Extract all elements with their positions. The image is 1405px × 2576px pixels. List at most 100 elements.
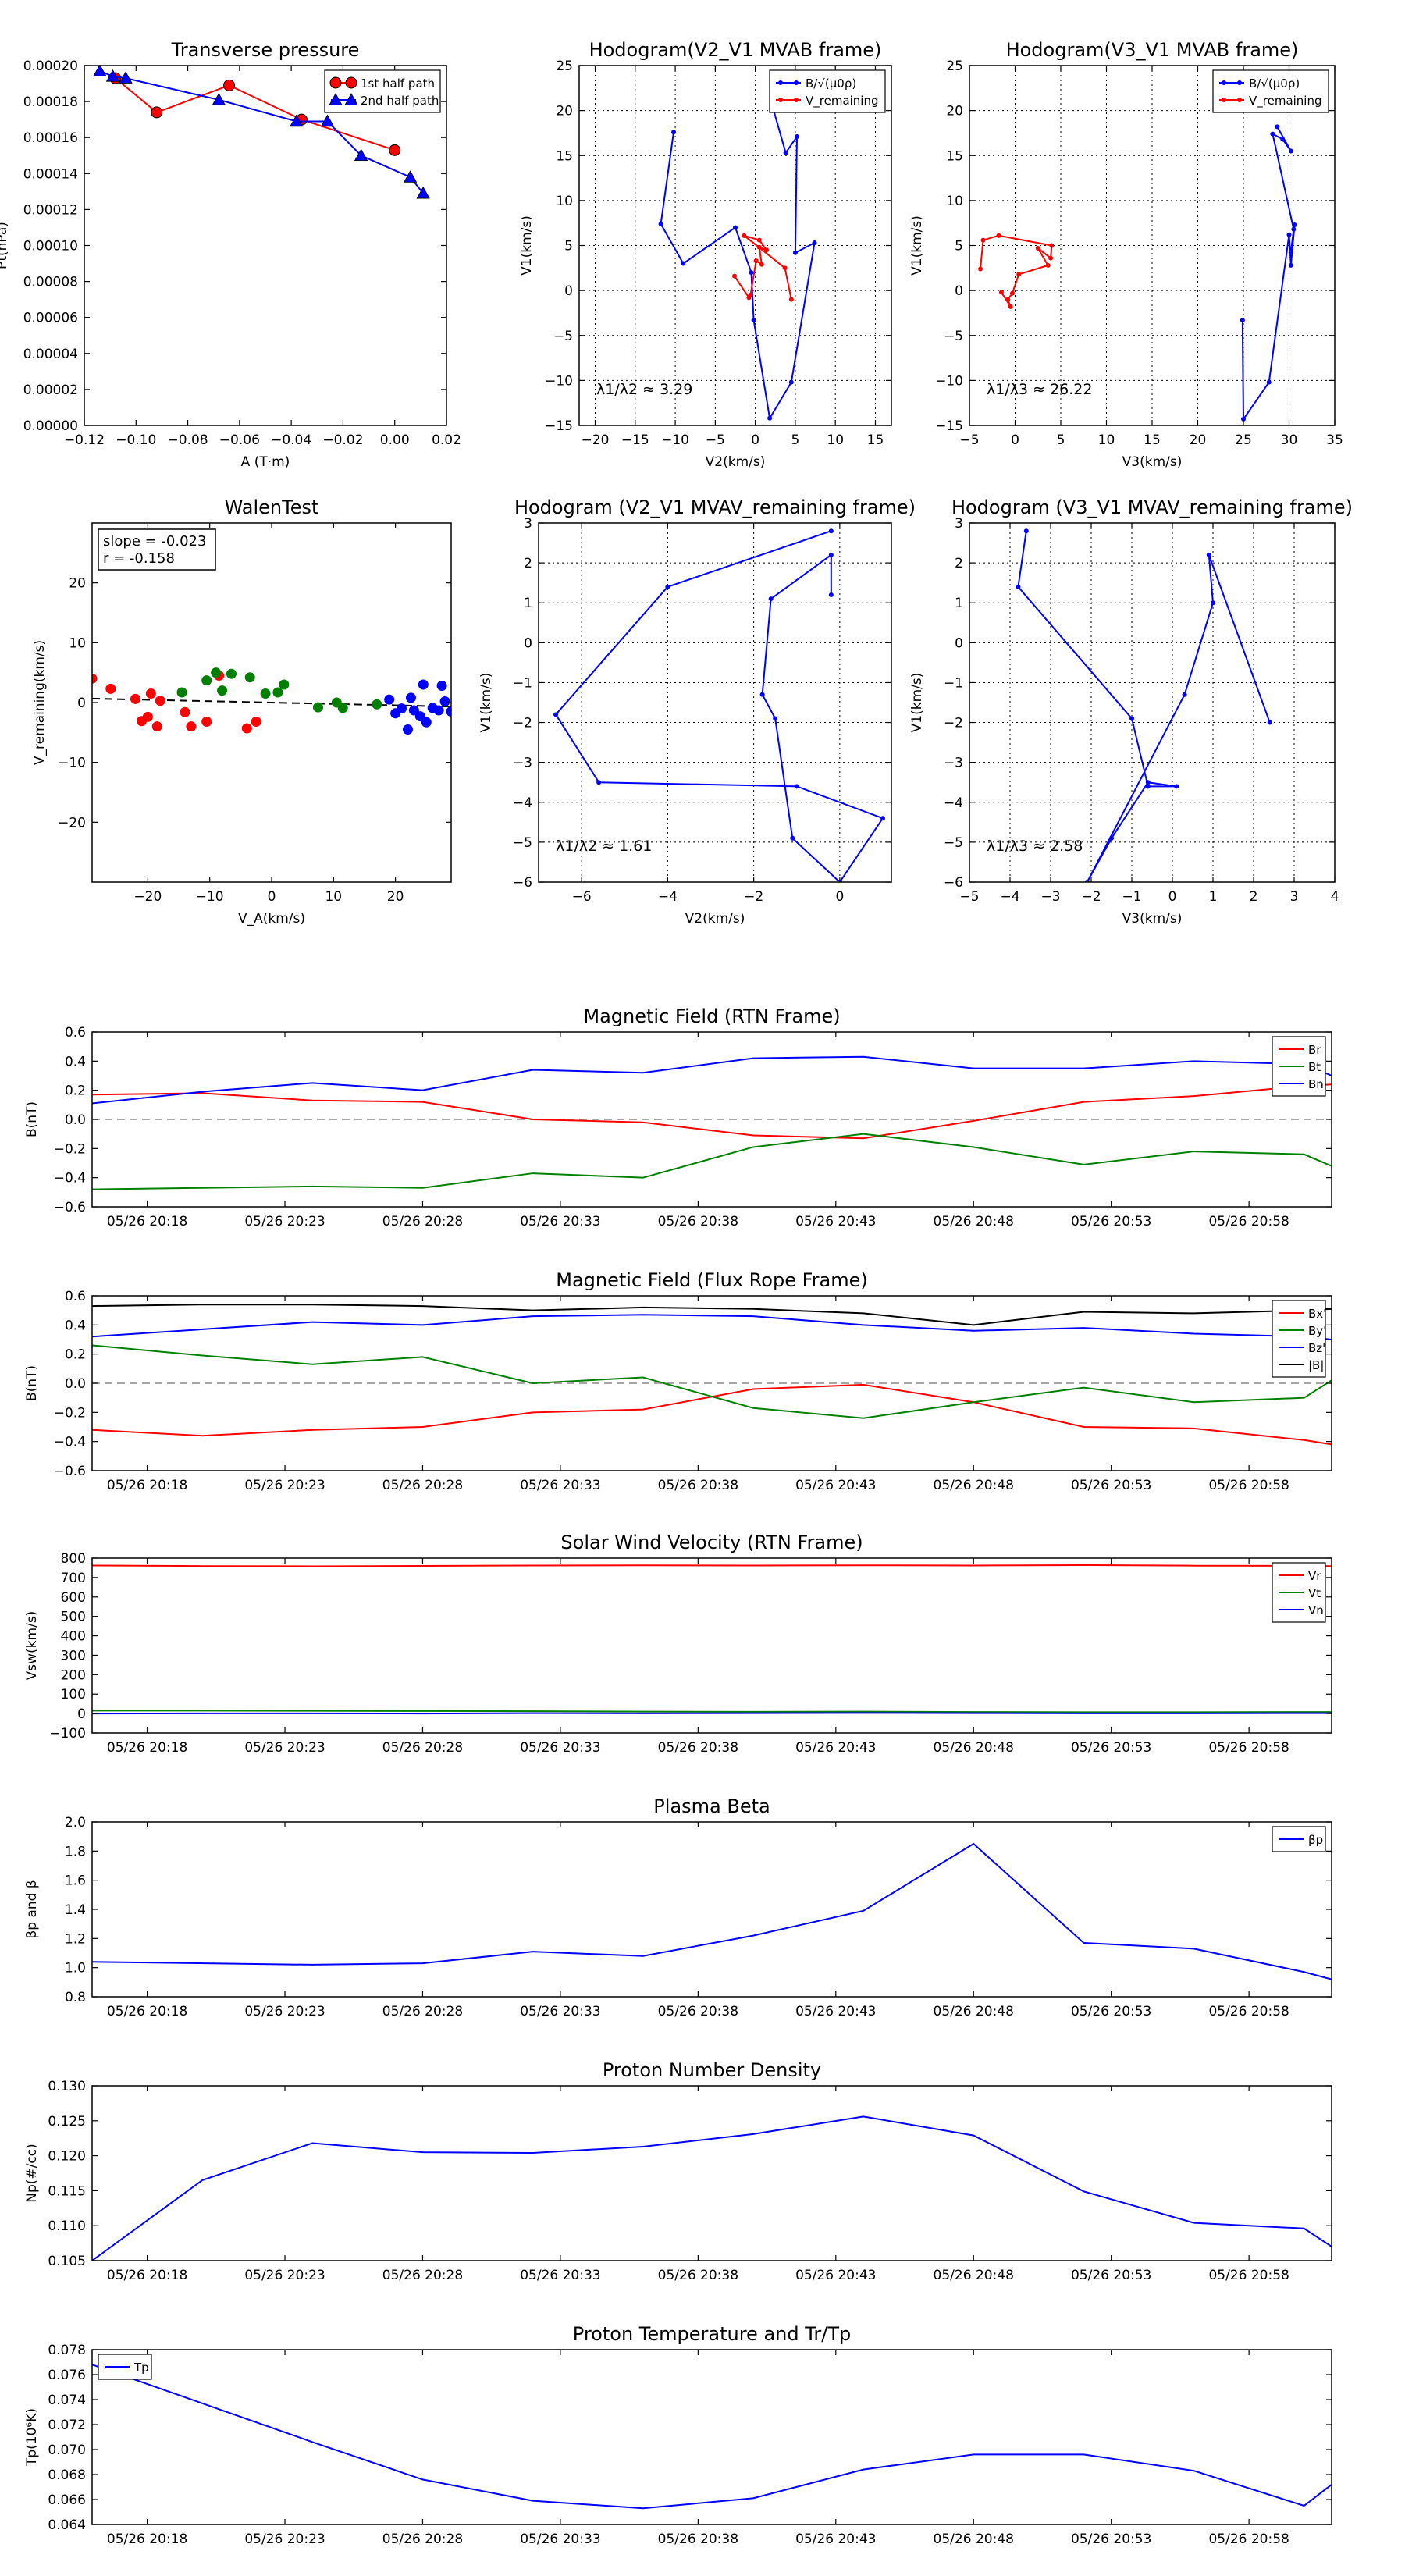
y-tick-label: 500 bbox=[61, 1610, 86, 1625]
y-tick-label: 0.8 bbox=[65, 1990, 86, 2005]
legend-marker bbox=[329, 76, 342, 89]
plot-area bbox=[92, 2364, 1332, 2510]
data-point bbox=[978, 266, 984, 272]
data-point bbox=[880, 816, 885, 821]
x-axis-label: V2(km/s) bbox=[685, 911, 745, 927]
scatter-point bbox=[155, 696, 165, 706]
data-point bbox=[290, 114, 304, 127]
data-point bbox=[828, 592, 834, 597]
x-tick-label: 05/26 20:53 bbox=[1071, 2004, 1151, 2019]
y-axis-label: Tp(10⁶K) bbox=[24, 2408, 40, 2467]
y-tick-label: 0.00006 bbox=[23, 311, 78, 326]
x-tick-label: −2 bbox=[744, 889, 763, 905]
scatter-point bbox=[180, 706, 190, 717]
x-tick-label: 3 bbox=[1290, 889, 1299, 905]
y-tick-label: 0.00020 bbox=[23, 59, 78, 74]
x-tick-label: 1 bbox=[1209, 889, 1218, 905]
chart-hodogram_v3v1_mvav: −5 −4 −3 −2 −1 0 1 2 3 4−6−5−4−3−2−10123Hodogram … bbox=[909, 496, 1353, 927]
chart-title: Magnetic Field (RTN Frame) bbox=[583, 1005, 840, 1027]
series-line bbox=[92, 1055, 1332, 1105]
chart-hodogram_v2v1_mvab: −20 −15 −10 −5 0 5 10 15 −15 −10 −5 0 5 10 15 20 25 Hodog… bbox=[519, 39, 892, 470]
scatter-point bbox=[176, 687, 187, 698]
x-tick-label: 20 bbox=[387, 889, 404, 905]
legend-label: Bx' bbox=[1308, 1307, 1326, 1321]
y-tick-label: 15 bbox=[946, 148, 963, 164]
x-tick-label: 05/26 20:33 bbox=[520, 2532, 600, 2547]
plot-area bbox=[978, 124, 1297, 422]
x-tick-label: 05/26 20:28 bbox=[382, 1478, 463, 1493]
x-tick-label: −0.04 bbox=[271, 432, 311, 448]
y-tick-label: 10 bbox=[69, 635, 86, 651]
x-tick-label: 05/26 20:48 bbox=[934, 2268, 1014, 2283]
series-line bbox=[1241, 126, 1296, 422]
y-tick-label: −6 bbox=[944, 875, 963, 891]
series-line bbox=[660, 78, 816, 421]
y-tick-label: 100 bbox=[61, 1687, 86, 1703]
x-axis-label: V3(km/s) bbox=[1122, 454, 1183, 470]
x-tick-label: 0 bbox=[751, 432, 759, 448]
scatter-point bbox=[418, 679, 429, 690]
scatter-point bbox=[211, 667, 222, 678]
x-tick-label: 25 bbox=[1235, 432, 1252, 448]
data-point bbox=[1291, 226, 1297, 232]
x-tick-label: −0.10 bbox=[116, 432, 156, 448]
x-tick-label: 05/26 20:23 bbox=[244, 1478, 325, 1493]
x-tick-label: 05/26 20:28 bbox=[382, 1740, 463, 1756]
legend-label: B/√(μ0ρ) bbox=[806, 76, 856, 91]
legend-label: V_remaining bbox=[1249, 94, 1322, 109]
plot-area bbox=[92, 2115, 1332, 2261]
data-point bbox=[389, 144, 401, 156]
x-tick-label: 05/26 20:18 bbox=[107, 2004, 187, 2019]
y-tick-label: 0.00002 bbox=[23, 382, 78, 398]
y-tick-label: 0 bbox=[524, 635, 532, 651]
series-line bbox=[1017, 531, 1271, 882]
y-tick-label: −5 bbox=[553, 329, 573, 344]
x-tick-label: 05/26 20:23 bbox=[244, 1214, 325, 1229]
data-point bbox=[812, 240, 817, 246]
series-line bbox=[554, 530, 884, 882]
y-tick-label: 0.076 bbox=[48, 2368, 86, 2383]
x-tick-label: 05/26 20:18 bbox=[107, 2532, 187, 2547]
x-tick-label: 20 bbox=[1190, 432, 1207, 448]
y-tick-label: −100 bbox=[49, 1726, 86, 1742]
y-tick-label: −0.4 bbox=[54, 1171, 86, 1187]
data-point bbox=[767, 415, 773, 421]
chart-title: Proton Number Density bbox=[603, 2059, 821, 2081]
x-tick-label: 35 bbox=[1326, 432, 1343, 448]
y-tick-label: 3 bbox=[955, 516, 963, 532]
y-tick-label: −0.4 bbox=[54, 1435, 86, 1450]
data-point bbox=[788, 379, 794, 385]
data-point bbox=[1280, 137, 1286, 142]
data-point bbox=[1023, 528, 1029, 534]
y-tick-label: −0.6 bbox=[54, 1464, 86, 1479]
data-point bbox=[1145, 784, 1151, 789]
y-tick-label: 0.120 bbox=[48, 2149, 86, 2165]
x-tick-label: −1 bbox=[1122, 889, 1141, 905]
y-tick-label: −5 bbox=[944, 329, 963, 344]
y-tick-label: 0.064 bbox=[48, 2517, 86, 2533]
series-line bbox=[92, 1842, 1332, 1980]
y-tick-label: 0 bbox=[955, 283, 963, 299]
x-tick-label: 4 bbox=[1331, 889, 1339, 905]
legend-marker bbox=[1222, 80, 1226, 85]
scatter-point bbox=[272, 687, 283, 698]
data-point bbox=[783, 150, 788, 155]
y-tick-label: 10 bbox=[946, 194, 963, 209]
data-point bbox=[788, 297, 794, 302]
data-point bbox=[749, 270, 754, 276]
x-tick-label: 05/26 20:33 bbox=[520, 1214, 600, 1229]
legend-marker bbox=[778, 98, 783, 102]
y-axis-label: V1(km/s) bbox=[519, 215, 535, 276]
data-point bbox=[1009, 290, 1015, 296]
y-tick-label: 0.00004 bbox=[23, 347, 78, 362]
legend-label: βp bbox=[1308, 1833, 1323, 1847]
y-tick-label: 0.00016 bbox=[23, 130, 78, 146]
scatter-point bbox=[226, 668, 237, 679]
x-tick-label: −0.12 bbox=[64, 432, 105, 448]
x-tick-label: 10 bbox=[1098, 432, 1115, 448]
x-tick-label: 0 bbox=[1168, 889, 1177, 905]
x-tick-label: 05/26 20:33 bbox=[520, 2004, 600, 2019]
y-tick-label: 1.8 bbox=[65, 1844, 86, 1859]
y-tick-label: 0.2 bbox=[65, 1347, 86, 1363]
